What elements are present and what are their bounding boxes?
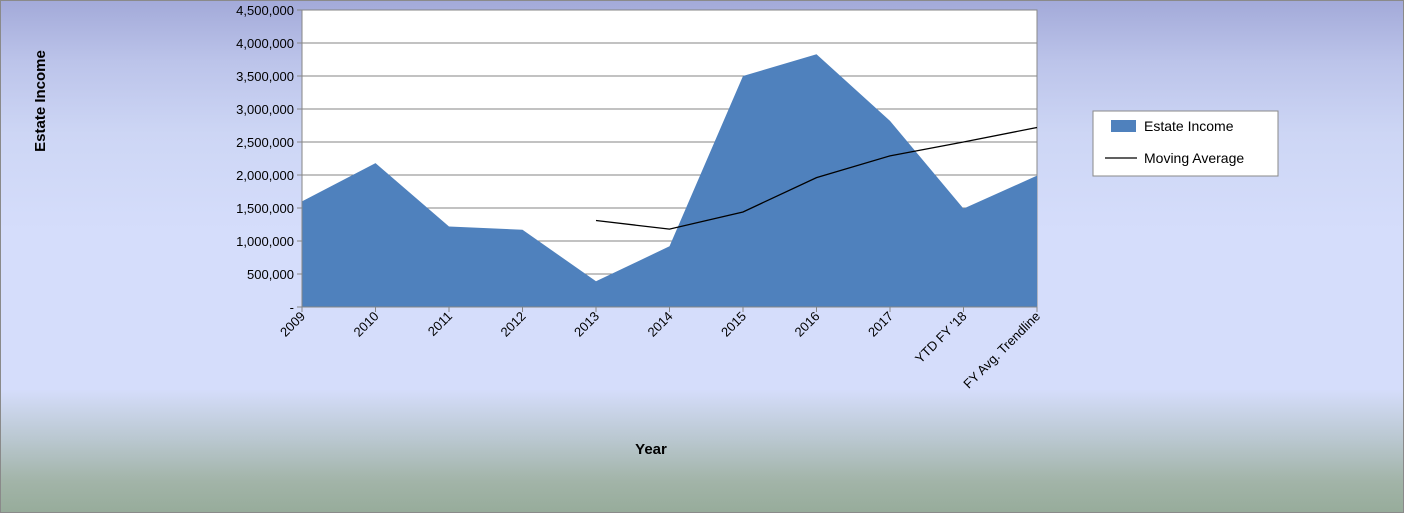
y-tick-label: 500,000 xyxy=(247,267,294,282)
line-series xyxy=(595,126,1038,230)
y-tick-label: - xyxy=(290,300,294,315)
legend-swatch-estate-income xyxy=(1111,120,1136,132)
legend-label-moving-average: Moving Average xyxy=(1144,150,1244,166)
x-tick-label: 2010 xyxy=(351,309,382,340)
x-tick-label: 2013 xyxy=(571,309,602,340)
x-tick-label: 2015 xyxy=(718,309,749,340)
y-tick-label: 1,000,000 xyxy=(236,234,294,249)
x-tick-label: YTD FY '18 xyxy=(912,309,970,367)
area-estate-income xyxy=(302,54,1037,307)
axes xyxy=(297,9,1038,312)
y-tick-label: 2,000,000 xyxy=(236,168,294,183)
x-axis-title: Year xyxy=(635,441,667,458)
x-tick-labels: 2009 2010 2011 2012 2013 2014 2015 2016 2017 YTD … xyxy=(277,309,1043,392)
y-tick-label: 3,000,000 xyxy=(236,102,294,117)
line-moving-average xyxy=(595,126,1038,230)
y-tick-label: 2,500,000 xyxy=(236,135,294,150)
x-tick-label: FY Avg. Trendline xyxy=(960,309,1043,392)
x-tick-label: 2012 xyxy=(498,309,529,340)
y-tick-label: 4,500,000 xyxy=(236,3,294,18)
x-tick-label: 2011 xyxy=(425,309,455,339)
x-tick-label: 2017 xyxy=(865,309,896,340)
x-tick-label: 2014 xyxy=(645,309,676,340)
legend-label-estate-income: Estate Income xyxy=(1144,118,1234,134)
y-tick-label: 3,500,000 xyxy=(236,69,294,84)
y-axis-title: Estate Income xyxy=(32,50,49,152)
legend: Estate Income Moving Average xyxy=(1092,110,1279,177)
y-tick-labels: - 500,000 1,000,000 1,500,000 2,000,000 2,500… xyxy=(236,3,294,315)
area-series xyxy=(302,54,1037,307)
y-tick-label: 4,000,000 xyxy=(236,36,294,51)
x-tick-label: 2016 xyxy=(792,309,823,340)
y-tick-label: 1,500,000 xyxy=(236,201,294,216)
x-tick-label: 2009 xyxy=(277,309,308,340)
